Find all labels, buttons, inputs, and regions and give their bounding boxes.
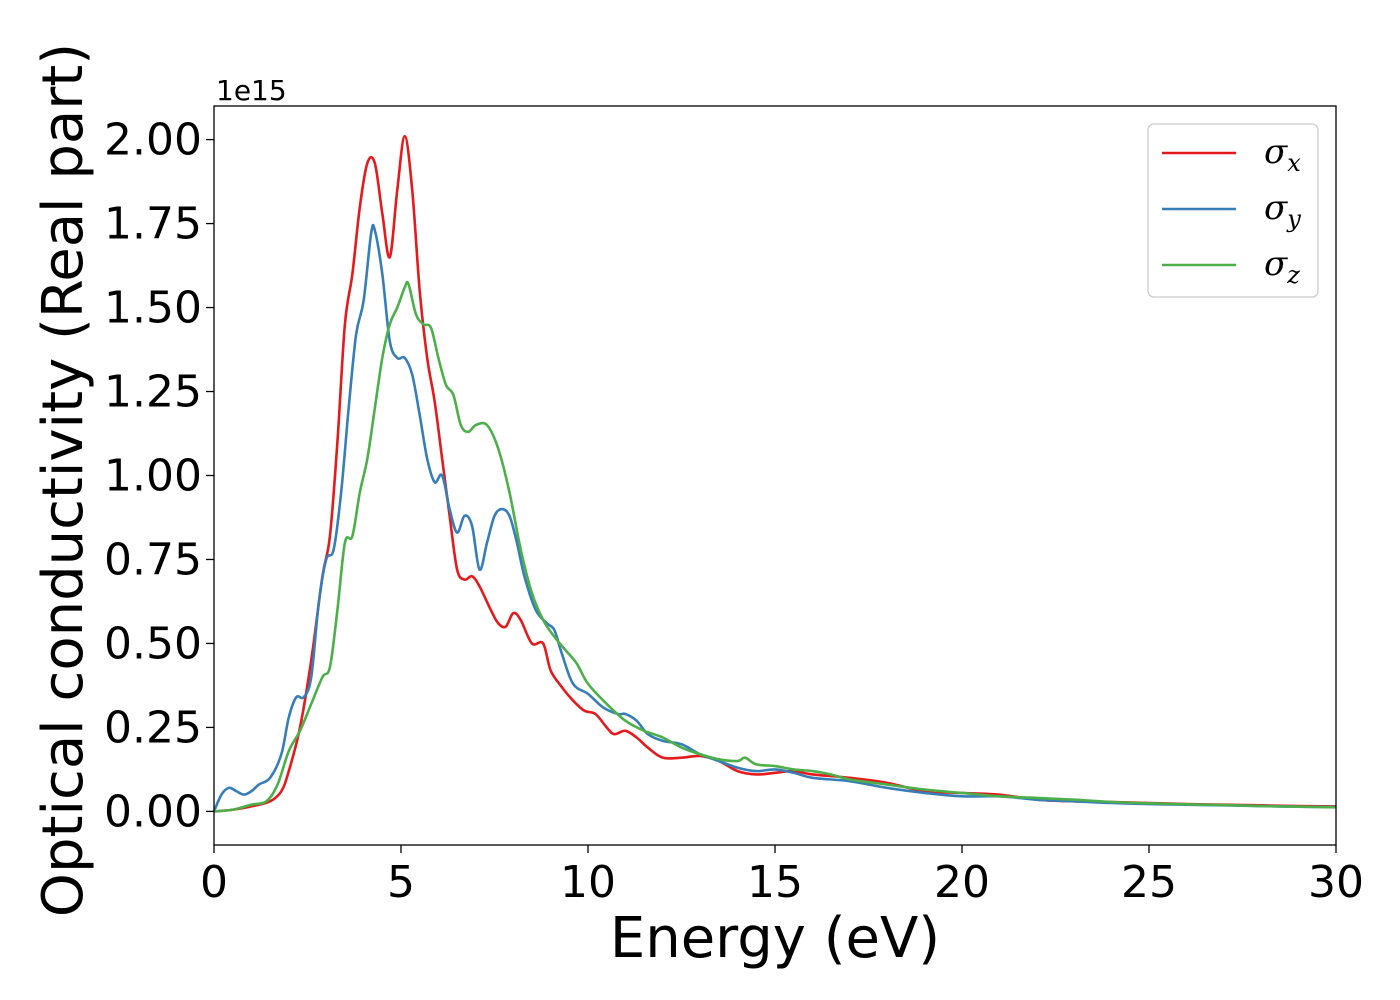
legend-box [1147, 123, 1319, 298]
y-tick-label: 0.75 [104, 534, 202, 585]
series-line-y [212, 223, 1337, 812]
y-tick-label: 1.50 [104, 283, 202, 334]
x-tick-label: 20 [934, 857, 990, 908]
y-tick-label: 2.00 [104, 115, 202, 166]
x-tick-label: 5 [387, 857, 415, 908]
x-axis-ticks: 0 5 10 15 20 25 30 [200, 845, 1364, 908]
plot-area-frame [213, 105, 1337, 846]
y-tick-label: 1.00 [104, 451, 202, 502]
y-axis-label: Optical conductivity (Real part) [31, 43, 96, 917]
x-axis-label: Energy (eV) [610, 906, 940, 971]
x-tick-label: 10 [560, 857, 616, 908]
y-axis-ticks: 0.00 0.25 0.50 0.75 1.00 1.25 1.50 1.75 2.00 [104, 115, 214, 837]
x-tick-label: 15 [747, 857, 803, 908]
series-layer [212, 134, 1337, 813]
y-offset-label: 1e15 [216, 74, 287, 107]
x-tick-label: 30 [1308, 857, 1364, 908]
y-tick-label: 1.75 [104, 199, 202, 250]
y-tick-label: 0.25 [104, 702, 202, 753]
series-line-z [213, 280, 1337, 813]
y-tick-label: 1.25 [104, 367, 202, 418]
y-tick-label: 0.50 [104, 618, 202, 669]
x-tick-label: 25 [1121, 857, 1177, 908]
y-tick-label: 0.00 [104, 786, 202, 837]
x-tick-label: 0 [200, 857, 228, 908]
